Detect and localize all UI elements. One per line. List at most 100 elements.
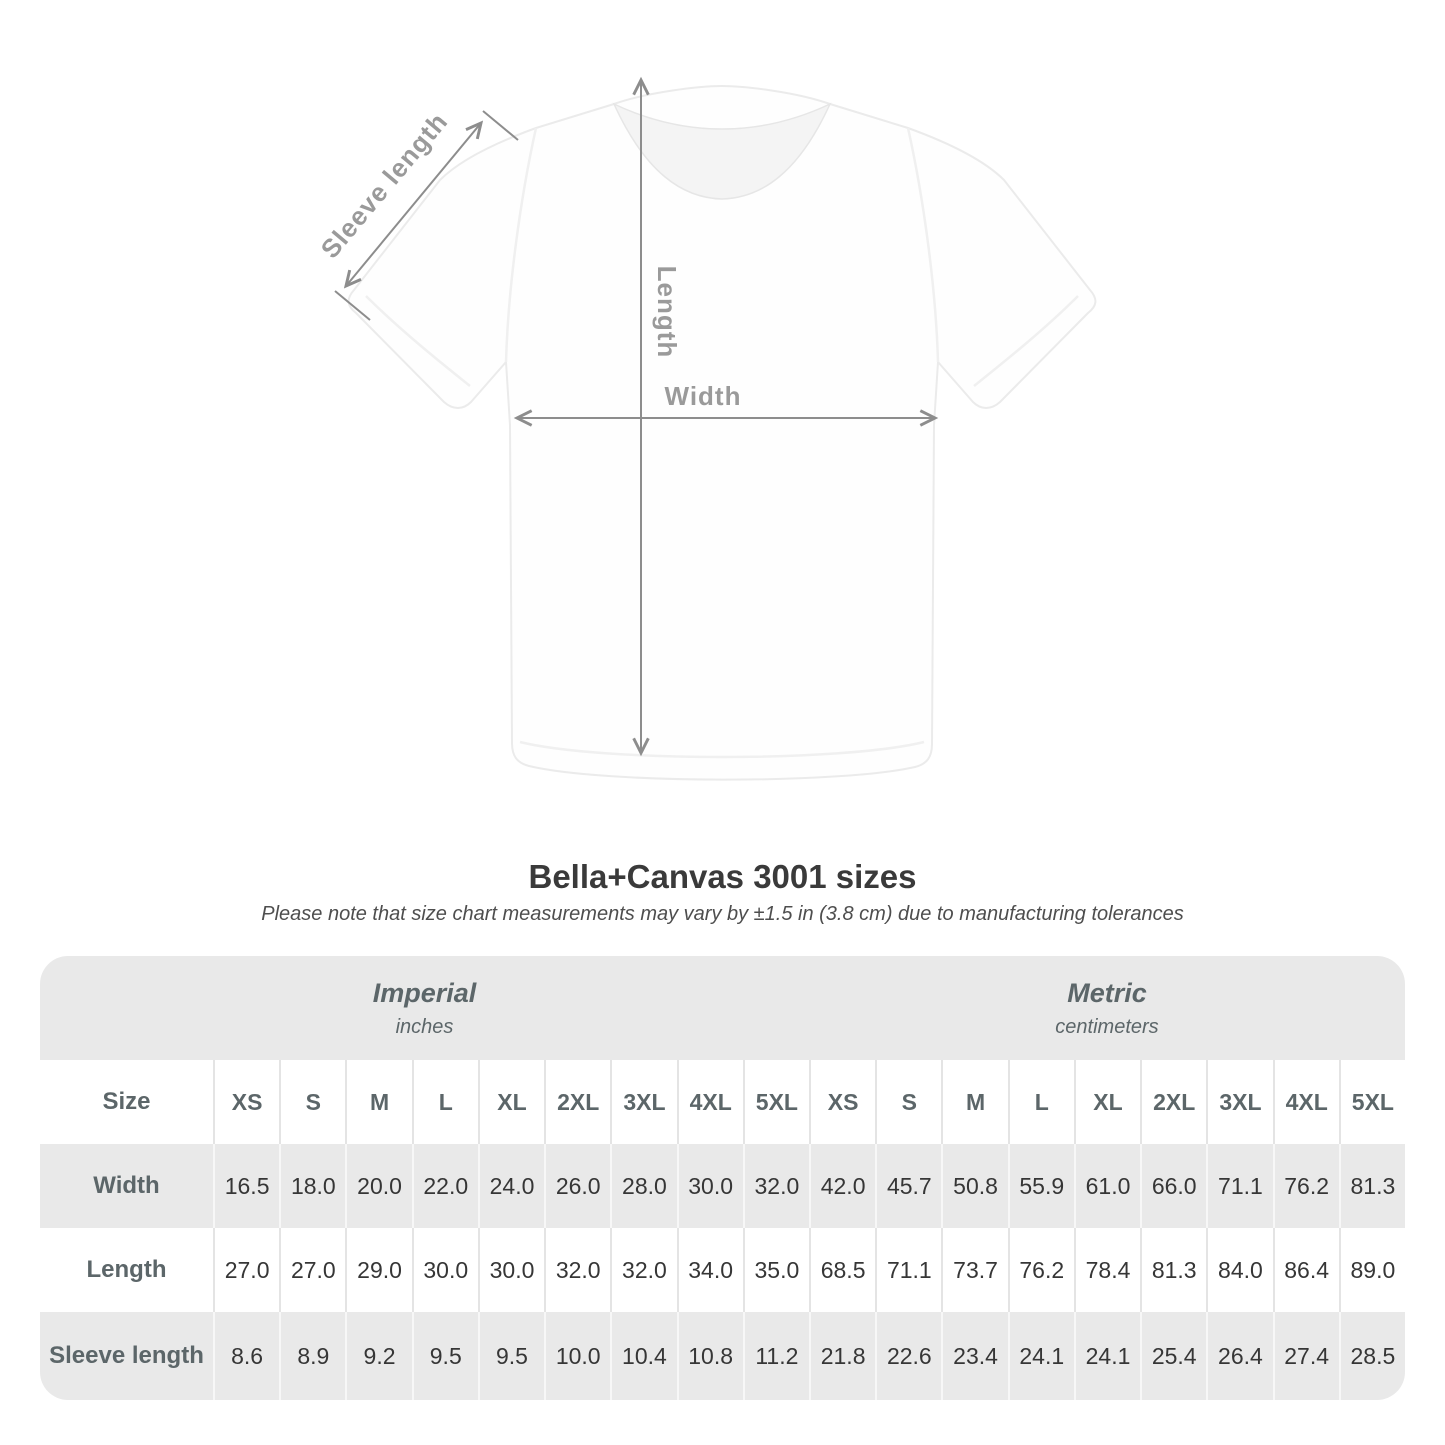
value-cell: 68.5 [808,1228,876,1312]
value-cell: 81.3 [1338,1144,1405,1228]
value-cell: 45.7 [875,1144,942,1228]
value-cell: 35.0 [742,1228,809,1312]
size-table: Imperial inches Metric centimeters Size … [40,956,1405,1400]
value-cell: 22.0 [411,1144,478,1228]
value-cell: 34.0 [676,1228,743,1312]
size-col-header: 2XL [1140,1060,1207,1144]
size-col-header: XL [1073,1060,1141,1144]
value-cell: 8.9 [279,1312,346,1400]
value-cell: 32.0 [742,1144,809,1228]
size-col-header: 2XL [544,1060,611,1144]
value-cell: 10.0 [544,1312,611,1400]
left-cuff-stitch [365,295,471,387]
value-cell: 9.5 [477,1312,545,1400]
tshirt-body [347,85,1097,781]
value-cell: 61.0 [1073,1144,1141,1228]
size-col-header: S [279,1060,346,1144]
value-cell: 32.0 [610,1228,677,1312]
sleeve-length-arrow [343,120,484,289]
size-col-header: 3XL [610,1060,677,1144]
measurement-arrows [334,76,939,757]
metric-group-title: Metric [1067,977,1147,1008]
value-cell: 42.0 [808,1144,876,1228]
value-cell: 55.9 [1007,1144,1074,1228]
value-cell: 21.8 [808,1312,876,1400]
value-cell: 25.4 [1140,1312,1207,1400]
tshirt-measurement-diagram: Width Length Sleeve length [315,76,1097,781]
value-cell: 30.0 [477,1228,545,1312]
hem-stitch [519,740,925,759]
value-cell: 86.4 [1272,1228,1339,1312]
size-col-header: XL [477,1060,545,1144]
size-col-header: XS [808,1060,876,1144]
value-cell: 9.5 [411,1312,478,1400]
right-armhole-seam [906,127,940,363]
value-cell: 73.7 [941,1228,1008,1312]
value-cell: 78.4 [1073,1228,1141,1312]
value-cell: 20.0 [345,1144,412,1228]
sleeve-arrow-bottom-tick [334,290,371,321]
value-cell: 66.0 [1140,1144,1207,1228]
value-cell: 8.6 [213,1312,280,1400]
value-cell: 10.4 [610,1312,677,1400]
size-col-header: M [941,1060,1008,1144]
value-cell: 27.0 [279,1228,346,1312]
tshirt-image [347,85,1097,781]
value-cell: 28.0 [610,1144,677,1228]
size-col-header: 3XL [1206,1060,1273,1144]
imperial-group-title: Imperial [372,977,477,1008]
size-col-header: 5XL [742,1060,809,1144]
value-cell: 24.0 [477,1144,545,1228]
size-col-header: L [411,1060,478,1144]
value-cell: 10.8 [676,1312,743,1400]
width-arrow-label: Width [665,381,742,411]
size-col-header: 5XL [1338,1060,1405,1144]
value-cell: 32.0 [544,1228,611,1312]
value-cell: 71.1 [875,1228,942,1312]
value-cell: 26.4 [1206,1312,1273,1400]
value-cell: 16.5 [213,1144,280,1228]
value-cell: 30.0 [411,1228,478,1312]
value-cell: 50.8 [941,1144,1008,1228]
metric-group-header: Metric centimeters [808,956,1405,1060]
value-cell: 24.1 [1007,1312,1074,1400]
value-cell: 76.2 [1272,1144,1339,1228]
size-row-label: Size [40,1060,213,1144]
size-col-header: 4XL [1272,1060,1339,1144]
row-label-length: Length [40,1228,213,1312]
sleeve-arrow-top-tick [482,110,519,141]
value-cell: 71.1 [1206,1144,1273,1228]
value-cell: 22.6 [875,1312,942,1400]
imperial-group-unit: inches [395,1015,454,1038]
tshirt-collar [612,102,832,200]
value-cell: 18.0 [279,1144,346,1228]
value-cell: 9.2 [345,1312,412,1400]
value-cell: 24.1 [1073,1312,1141,1400]
value-cell: 30.0 [676,1144,743,1228]
value-cell: 11.2 [742,1312,809,1400]
row-label-width: Width [40,1144,213,1228]
value-cell: 28.5 [1338,1312,1405,1400]
size-col-header: 4XL [676,1060,743,1144]
page-title: Bella+Canvas 3001 sizes [528,858,917,895]
right-cuff-stitch [973,295,1079,387]
value-cell: 23.4 [941,1312,1008,1400]
value-cell: 81.3 [1140,1228,1207,1312]
size-col-header: M [345,1060,412,1144]
value-cell: 27.0 [213,1228,280,1312]
value-cell: 84.0 [1206,1228,1273,1312]
tolerance-note: Please note that size chart measurements… [261,903,1184,925]
value-cell: 26.0 [544,1144,611,1228]
metric-group-unit: centimeters [1055,1015,1159,1038]
imperial-group-header: Imperial inches [40,956,809,1060]
left-armhole-seam [504,127,538,363]
size-col-header: S [875,1060,942,1144]
value-cell: 29.0 [345,1228,412,1312]
length-arrow-label: Length [652,266,682,359]
size-col-header: XS [213,1060,280,1144]
value-cell: 27.4 [1272,1312,1339,1400]
row-label-sleeve-length: Sleeve length [40,1312,213,1400]
value-cell: 89.0 [1338,1228,1405,1312]
size-col-header: L [1007,1060,1074,1144]
